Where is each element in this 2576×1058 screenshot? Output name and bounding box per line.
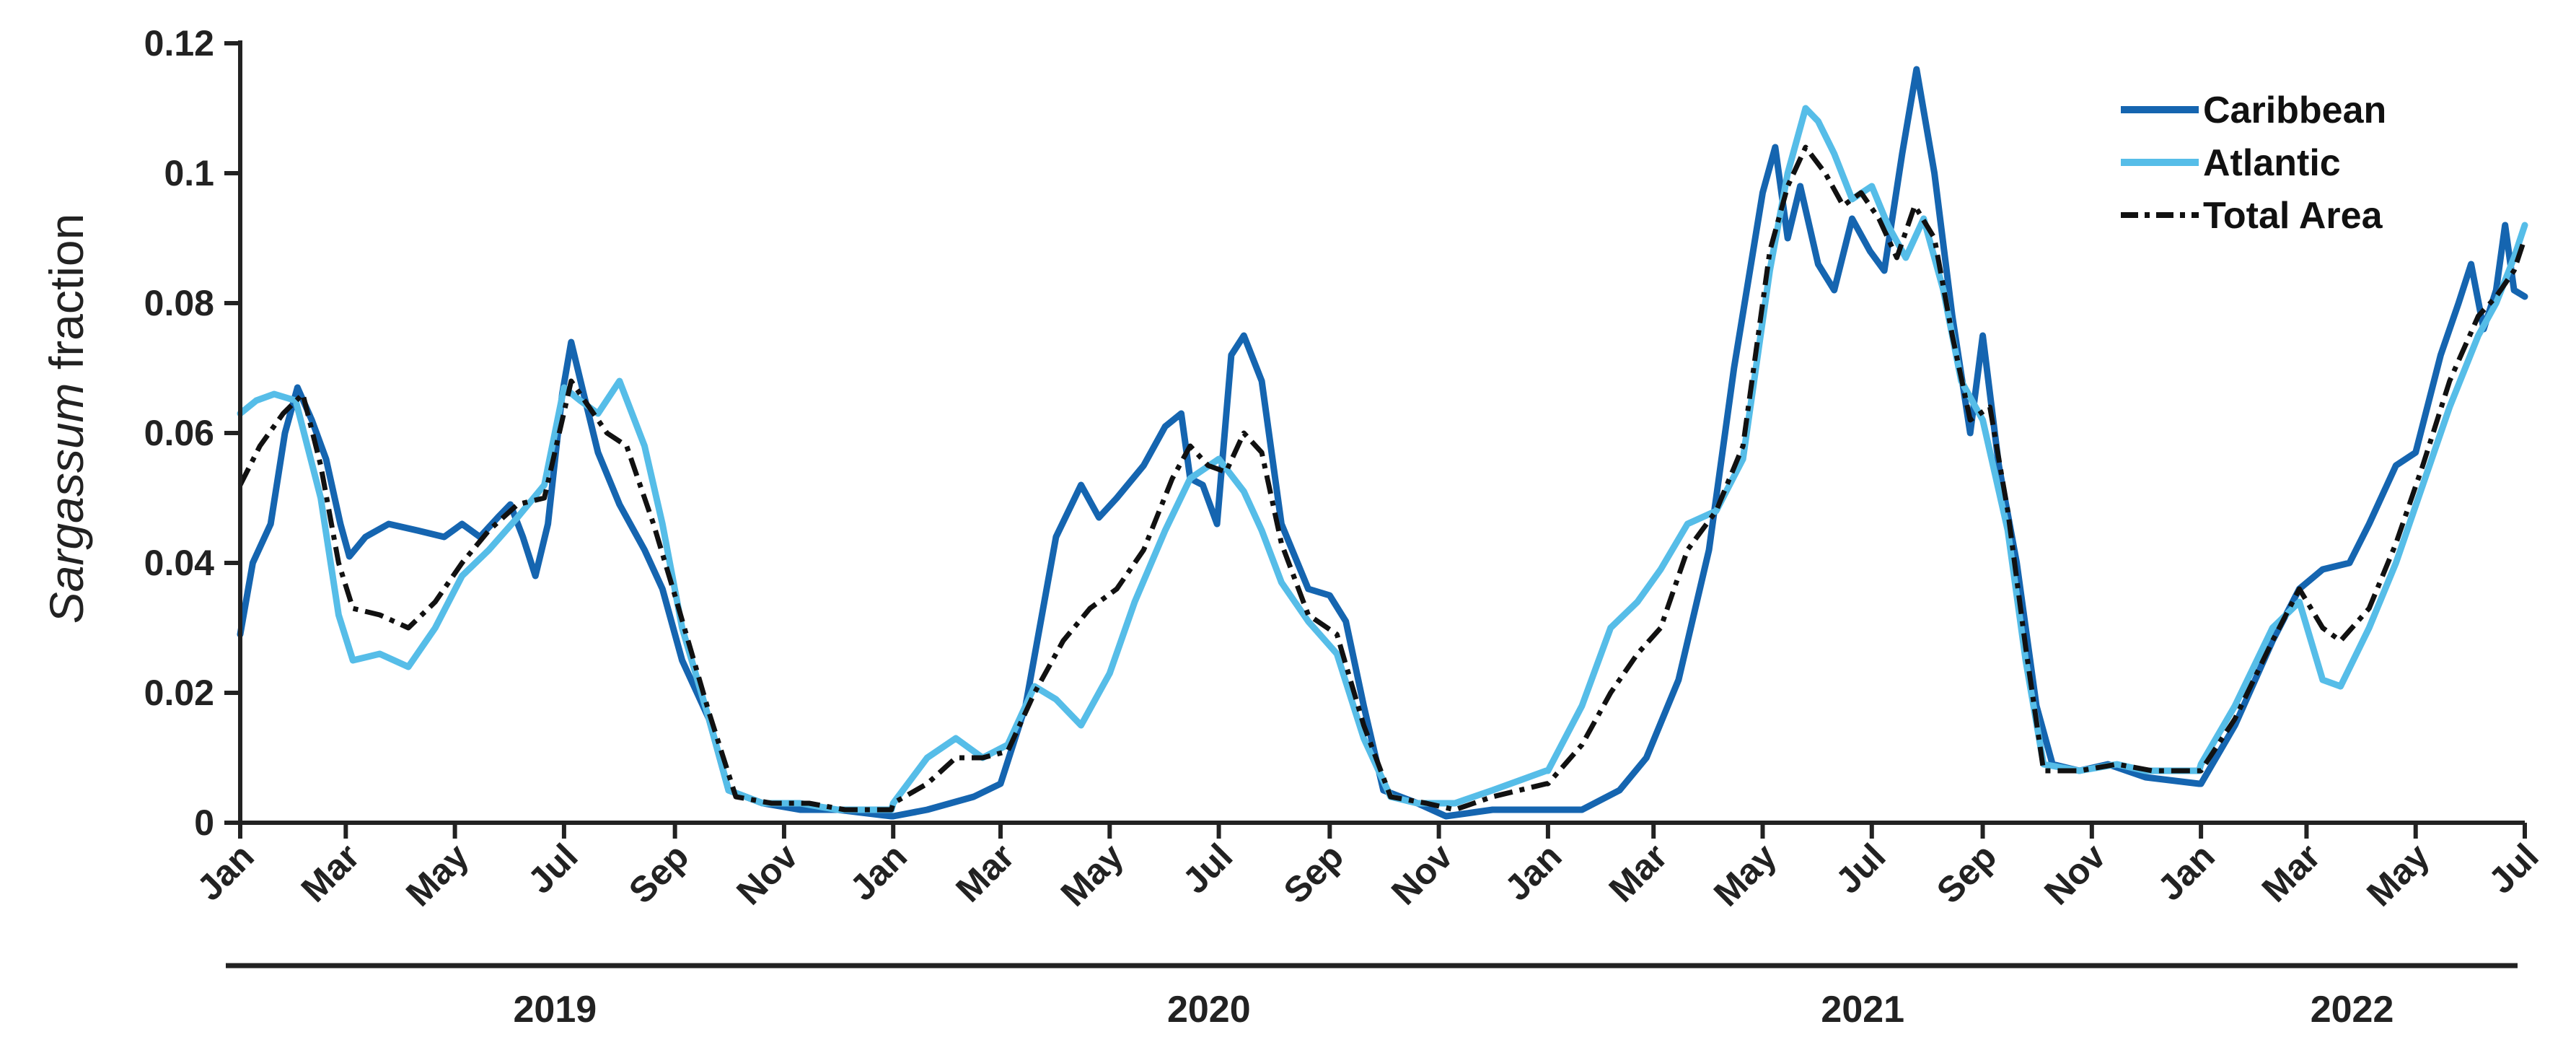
- y-tick-label: 0.04: [144, 543, 215, 583]
- x-tick-label: Jan: [842, 836, 915, 909]
- series-line-total-area: [237, 144, 2528, 813]
- legend: Caribbean Atlantic Total Area: [2121, 89, 2386, 237]
- x-tick-label: May: [398, 836, 477, 914]
- x-tick-label: Jan: [1497, 836, 1570, 909]
- year-label: 2020: [1167, 989, 1251, 1031]
- y-axis-label-italic: Sargassum: [40, 382, 93, 624]
- y-tick-label: 0.1: [164, 153, 214, 193]
- x-tick-label: Jan: [2150, 836, 2223, 909]
- x-tick-label: Sep: [1929, 836, 2004, 911]
- y-axis-label-rest: fraction: [40, 214, 93, 383]
- series-layer: [237, 66, 2528, 820]
- y-tick-label: 0.06: [144, 413, 214, 453]
- y-tick-label: 0.08: [144, 283, 214, 323]
- x-tick-label: Nov: [729, 836, 806, 913]
- x-tick-label: May: [1706, 836, 1785, 914]
- x-tick-label: Mar: [948, 836, 1021, 909]
- x-tick-label: Sep: [621, 836, 696, 911]
- series-line-caribbean: [237, 66, 2528, 820]
- y-tick-label: 0: [194, 803, 214, 843]
- x-tick-label: Sep: [1276, 836, 1351, 911]
- year-label: 2019: [514, 989, 597, 1031]
- x-tick-label: Nov: [2036, 836, 2114, 913]
- legend-label: Atlantic: [2203, 142, 2341, 184]
- x-tick-label: Nov: [1384, 836, 1461, 913]
- legend-label: Caribbean: [2203, 89, 2386, 131]
- x-tick-label: Jul: [520, 836, 586, 901]
- x-tick-label: Jul: [2481, 836, 2546, 901]
- x-tick-label: Jul: [1828, 836, 1894, 901]
- legend-label: Total Area: [2203, 195, 2383, 237]
- x-tick-label: Jul: [1175, 836, 1241, 901]
- x-tick-label: May: [1053, 836, 1132, 914]
- x-tick-label: May: [2359, 836, 2437, 914]
- x-tick-label: Mar: [1601, 836, 1675, 909]
- year-brackets: 2019 2020 2021 2022: [226, 963, 2518, 1031]
- x-tick-label: Jan: [189, 836, 262, 909]
- year-label: 2022: [2311, 989, 2394, 1031]
- y-tick-label: 0.12: [144, 23, 214, 64]
- year-label: 2021: [1821, 989, 1904, 1031]
- x-tick-label: Mar: [2254, 836, 2328, 909]
- y-axis-label: Sargassum fraction: [40, 214, 93, 624]
- x-tick-label: Mar: [294, 836, 367, 909]
- y-tick-label: 0.02: [144, 673, 214, 713]
